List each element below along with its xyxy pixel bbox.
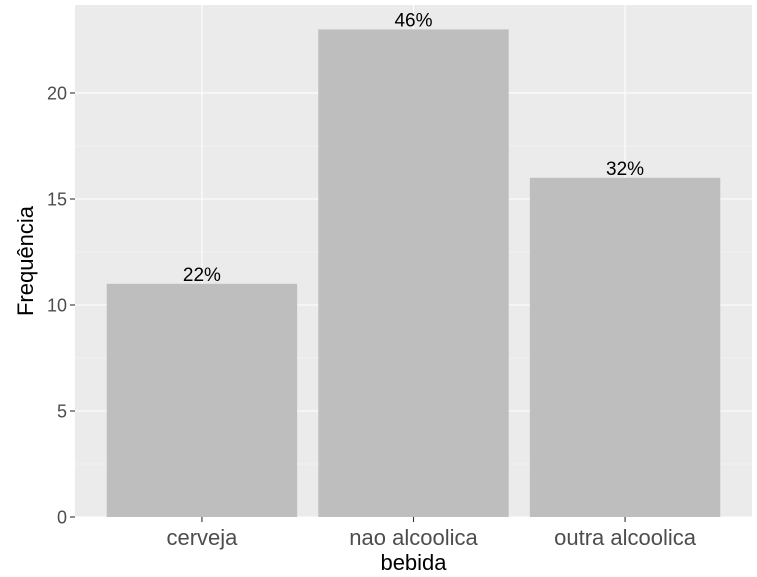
- x-tick-label: outra alcoolica: [554, 525, 697, 550]
- y-axis-title: Frequência: [13, 205, 38, 316]
- bar-data-label: 32%: [606, 159, 644, 180]
- bar-outra-alcoolica: [529, 177, 721, 517]
- y-tick-label: 0: [57, 508, 67, 528]
- y-tick-label: 5: [57, 401, 67, 421]
- bar-nao-alcoolica: [318, 29, 509, 518]
- y-tick-label: 20: [47, 83, 67, 103]
- bar-cerveja: [106, 283, 298, 517]
- x-axis: cerveja nao alcoolica outra alcoolica: [166, 517, 697, 550]
- y-tick-label: 15: [47, 189, 67, 209]
- x-tick-label: cerveja: [166, 525, 238, 550]
- x-axis-title: bebida: [380, 550, 447, 575]
- bar-data-label: 46%: [394, 10, 432, 31]
- y-axis: 0 5 10 15 20: [47, 83, 75, 528]
- bars: [106, 29, 721, 518]
- data-labels: 22% 46% 32%: [183, 10, 644, 285]
- bar-data-label: 22%: [183, 265, 221, 286]
- x-tick-label: nao alcoolica: [349, 525, 478, 550]
- y-tick-label: 10: [47, 295, 67, 315]
